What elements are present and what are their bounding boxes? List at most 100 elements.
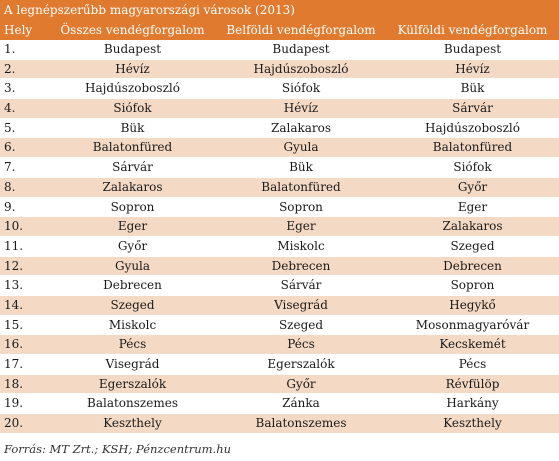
- domestic-traffic-cell: Sárvár: [280, 278, 322, 293]
- table-row: 20. Keszthely Balatonszemes Keszthely: [0, 414, 559, 434]
- foreign-traffic-cell: Hévíz: [455, 61, 490, 76]
- foreign-traffic-cell: Hajdúszoboszló: [425, 120, 520, 135]
- foreign-traffic-cell: Harkány: [446, 396, 499, 411]
- rank-cell: 6.: [4, 140, 16, 155]
- total-traffic-cell: Keszthely: [103, 416, 162, 431]
- foreign-traffic-cell: Sopron: [450, 278, 495, 293]
- total-traffic-cell: Budapest: [103, 42, 162, 56]
- domestic-traffic-cell: Budapest: [272, 42, 330, 56]
- table-row: 15. Miskolc Szeged Mosonmagyaróvár: [0, 315, 559, 336]
- total-traffic-cell: Balatonszemes: [87, 396, 178, 411]
- table-row: 18. Egerszalók Győr Révfülöp: [0, 374, 559, 395]
- foreign-traffic-cell: Hegykő: [449, 297, 496, 312]
- table-row: 17. Visegrád Egerszalók Pécs: [0, 355, 559, 375]
- total-traffic-cell: Hévíz: [115, 61, 150, 76]
- foreign-traffic-cell: Siófok: [453, 160, 492, 175]
- total-traffic-cell: Miskolc: [108, 317, 157, 332]
- header-domestic-traffic: Belföldi vendégforgalom: [226, 23, 376, 37]
- table-row: 16. Pécs Pécs Kecskemét: [0, 335, 559, 355]
- total-traffic-cell: Sopron: [110, 199, 155, 214]
- foreign-traffic-cell: Kecskemét: [439, 337, 506, 352]
- table-row: 9. Sopron Sopron Eger: [0, 197, 559, 218]
- domestic-traffic-cell: Debrecen: [271, 258, 331, 273]
- total-traffic-cell: Visegrád: [105, 357, 160, 371]
- rank-cell: 10.: [4, 219, 24, 234]
- table-header-row: Hely Összes vendégforgalom Belföldi vend…: [0, 20, 559, 40]
- table-row: 3. Hajdúszoboszló Siófok Bük: [0, 79, 559, 100]
- foreign-traffic-cell: Eger: [457, 199, 488, 214]
- rank-cell: 20.: [4, 416, 24, 431]
- domestic-traffic-cell: Hajdúszoboszló: [253, 61, 349, 76]
- foreign-traffic-cell: Zalakaros: [442, 219, 503, 234]
- table-title: A legnépszerűbb magyarországi városok (2…: [0, 0, 559, 20]
- domestic-traffic-cell: Zalakaros: [270, 120, 332, 135]
- domestic-traffic-cell: Egerszalók: [267, 357, 335, 371]
- total-traffic-cell: Pécs: [118, 337, 147, 352]
- source-note: Forrás: MT Zrt.; KSH; Pénzcentrum.hu: [4, 442, 232, 456]
- total-traffic-cell: Bük: [120, 120, 145, 135]
- table-row: 4. Siófok Hévíz Sárvár: [0, 99, 559, 119]
- total-traffic-cell: Debrecen: [103, 278, 162, 293]
- total-traffic-cell: Győr: [117, 238, 148, 253]
- table-row: 5. Bük Zalakaros Hajdúszoboszló: [0, 118, 559, 139]
- total-traffic-cell: Balatonfüred: [92, 140, 173, 155]
- table-row: 1. Budapest Budapest Budapest: [0, 40, 559, 60]
- domestic-traffic-cell: Sopron: [279, 199, 323, 214]
- rank-cell: 2.: [4, 61, 16, 76]
- foreign-traffic-cell: Szeged: [450, 238, 495, 253]
- foreign-traffic-cell: Pécs: [458, 357, 487, 371]
- rank-cell: 8.: [4, 179, 16, 194]
- rank-cell: 19.: [4, 396, 24, 411]
- table-row: 10. Eger Eger Zalakaros: [0, 217, 559, 237]
- foreign-traffic-cell: Debrecen: [443, 258, 502, 273]
- domestic-traffic-cell: Hévíz: [283, 101, 319, 116]
- domestic-traffic-cell: Szeged: [278, 317, 324, 332]
- rank-cell: 13.: [4, 278, 24, 293]
- total-traffic-cell: Eger: [117, 219, 148, 234]
- foreign-traffic-cell: Győr: [457, 179, 488, 194]
- domestic-traffic-cell: Gyula: [283, 140, 319, 155]
- domestic-traffic-cell: Eger: [286, 219, 316, 234]
- total-traffic-cell: Zalakaros: [102, 179, 163, 194]
- rank-cell: 14.: [4, 297, 24, 312]
- foreign-traffic-cell: Budapest: [443, 42, 502, 56]
- table-row: 11. Győr Miskolc Szeged: [0, 236, 559, 257]
- domestic-traffic-cell: Pécs: [287, 337, 315, 352]
- table-row: 7. Sárvár Bük Siófok: [0, 158, 559, 178]
- domestic-traffic-cell: Balatonszemes: [255, 416, 347, 431]
- total-traffic-cell: Gyula: [114, 258, 151, 273]
- table-row: 8. Zalakaros Balatonfüred Győr: [0, 177, 559, 198]
- domestic-traffic-cell: Miskolc: [277, 238, 325, 253]
- rank-cell: 16.: [4, 337, 24, 352]
- foreign-traffic-cell: Keszthely: [443, 416, 502, 431]
- domestic-traffic-cell: Balatonfüred: [261, 179, 341, 194]
- table-body: 1. Budapest Budapest Budapest 2. Hévíz Hajdúsz…: [0, 40, 559, 434]
- table-row: 19. Balatonszemes Zánka Harkány: [0, 394, 559, 415]
- rank-cell: 12.: [4, 258, 24, 273]
- foreign-traffic-cell: Bük: [460, 81, 485, 96]
- rank-cell: 18.: [4, 376, 24, 391]
- domestic-traffic-cell: Visegrád: [274, 297, 328, 312]
- rank-cell: 11.: [4, 238, 24, 253]
- rank-cell: 7.: [4, 160, 16, 175]
- foreign-traffic-cell: Balatonfüred: [432, 140, 513, 155]
- table-row: 14. Szeged Visegrád Hegykő: [0, 295, 559, 316]
- table-row: 2. Hévíz Hajdúszoboszló Hévíz: [0, 59, 559, 80]
- ranking-table: A legnépszerűbb magyarországi városok (2…: [0, 0, 559, 434]
- total-traffic-cell: Siófok: [113, 101, 152, 116]
- rank-cell: 17.: [4, 357, 24, 371]
- foreign-traffic-cell: Sárvár: [452, 101, 493, 116]
- header-total-traffic: Összes vendégforgalom: [60, 23, 205, 37]
- rank-cell: 15.: [4, 317, 24, 332]
- rank-cell: 3.: [4, 81, 16, 96]
- domestic-traffic-cell: Bük: [289, 160, 313, 175]
- rank-cell: 4.: [4, 101, 16, 116]
- rank-cell: 1.: [4, 42, 16, 56]
- header-foreign-traffic: Külföldi vendégforgalom: [397, 23, 548, 37]
- table-row: 13. Debrecen Sárvár Sopron: [0, 276, 559, 296]
- domestic-traffic-cell: Siófok: [281, 81, 321, 96]
- foreign-traffic-cell: Révfülöp: [445, 376, 500, 391]
- foreign-traffic-cell: Mosonmagyaróvár: [415, 317, 530, 332]
- total-traffic-cell: Sárvár: [112, 160, 153, 175]
- total-traffic-cell: Egerszalók: [98, 376, 167, 391]
